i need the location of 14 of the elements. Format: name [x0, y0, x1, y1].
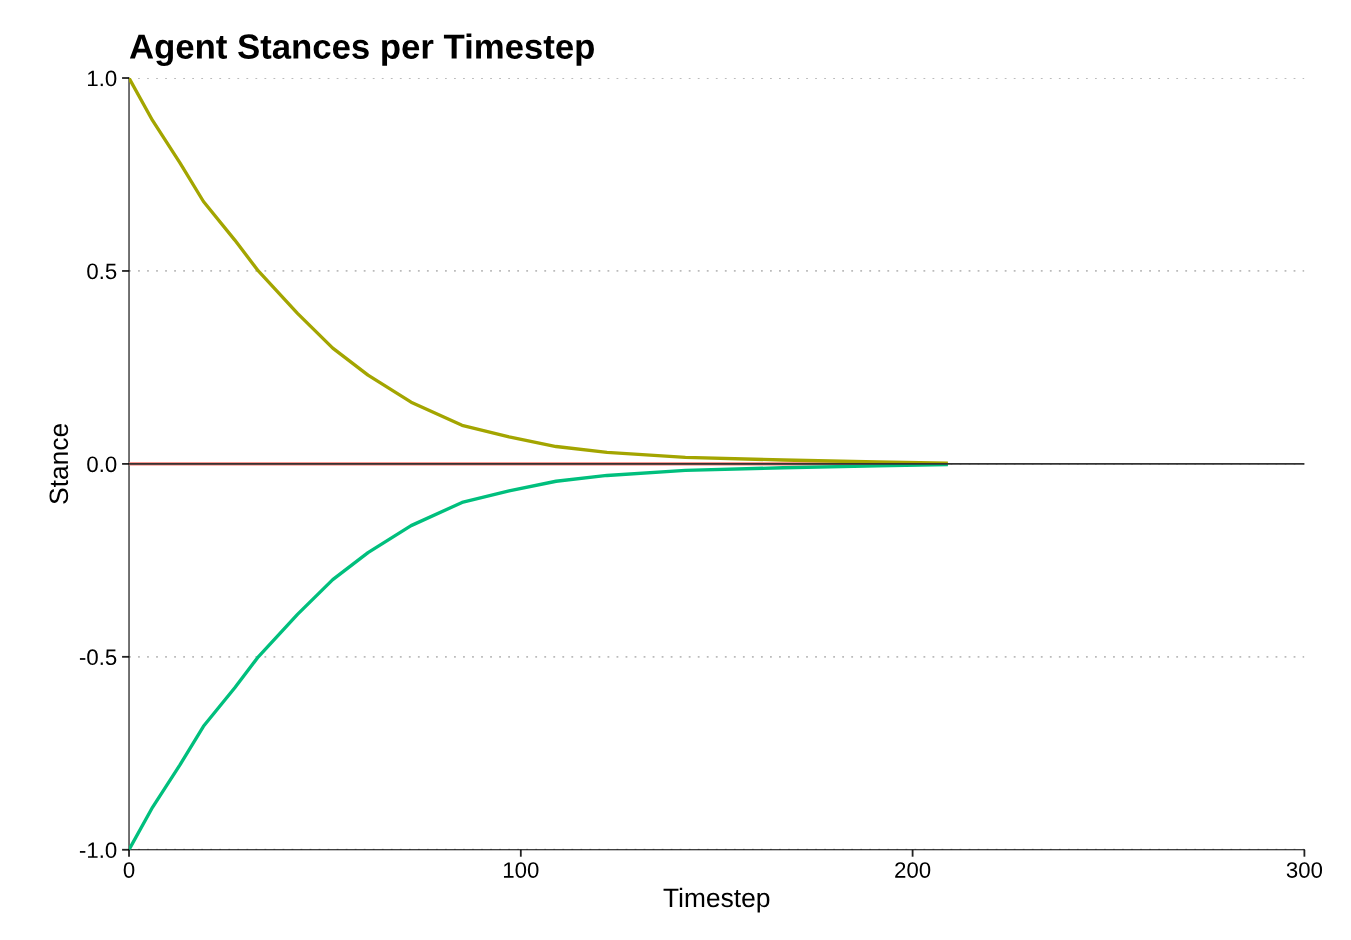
y-tick-label: 1.0	[88, 70, 117, 87]
y-tick-label: 0.5	[87, 263, 117, 280]
chart-title: Agent Stances per Timestep	[129, 33, 594, 66]
x-tick-label: 100	[503, 862, 539, 878]
y-tick-label: -1.0	[79, 842, 117, 859]
y-axis-title: Stance	[49, 423, 69, 504]
y-tick-label: 0.0	[87, 456, 117, 473]
x-axis-title: Timestep	[663, 887, 770, 913]
x-tick-label: 300	[1286, 862, 1323, 878]
line-series	[129, 78, 950, 465]
line-series	[129, 462, 950, 850]
x-tick-label: 0	[123, 862, 135, 878]
y-tick-label: -0.5	[79, 649, 117, 666]
x-tick-label: 200	[895, 862, 931, 878]
